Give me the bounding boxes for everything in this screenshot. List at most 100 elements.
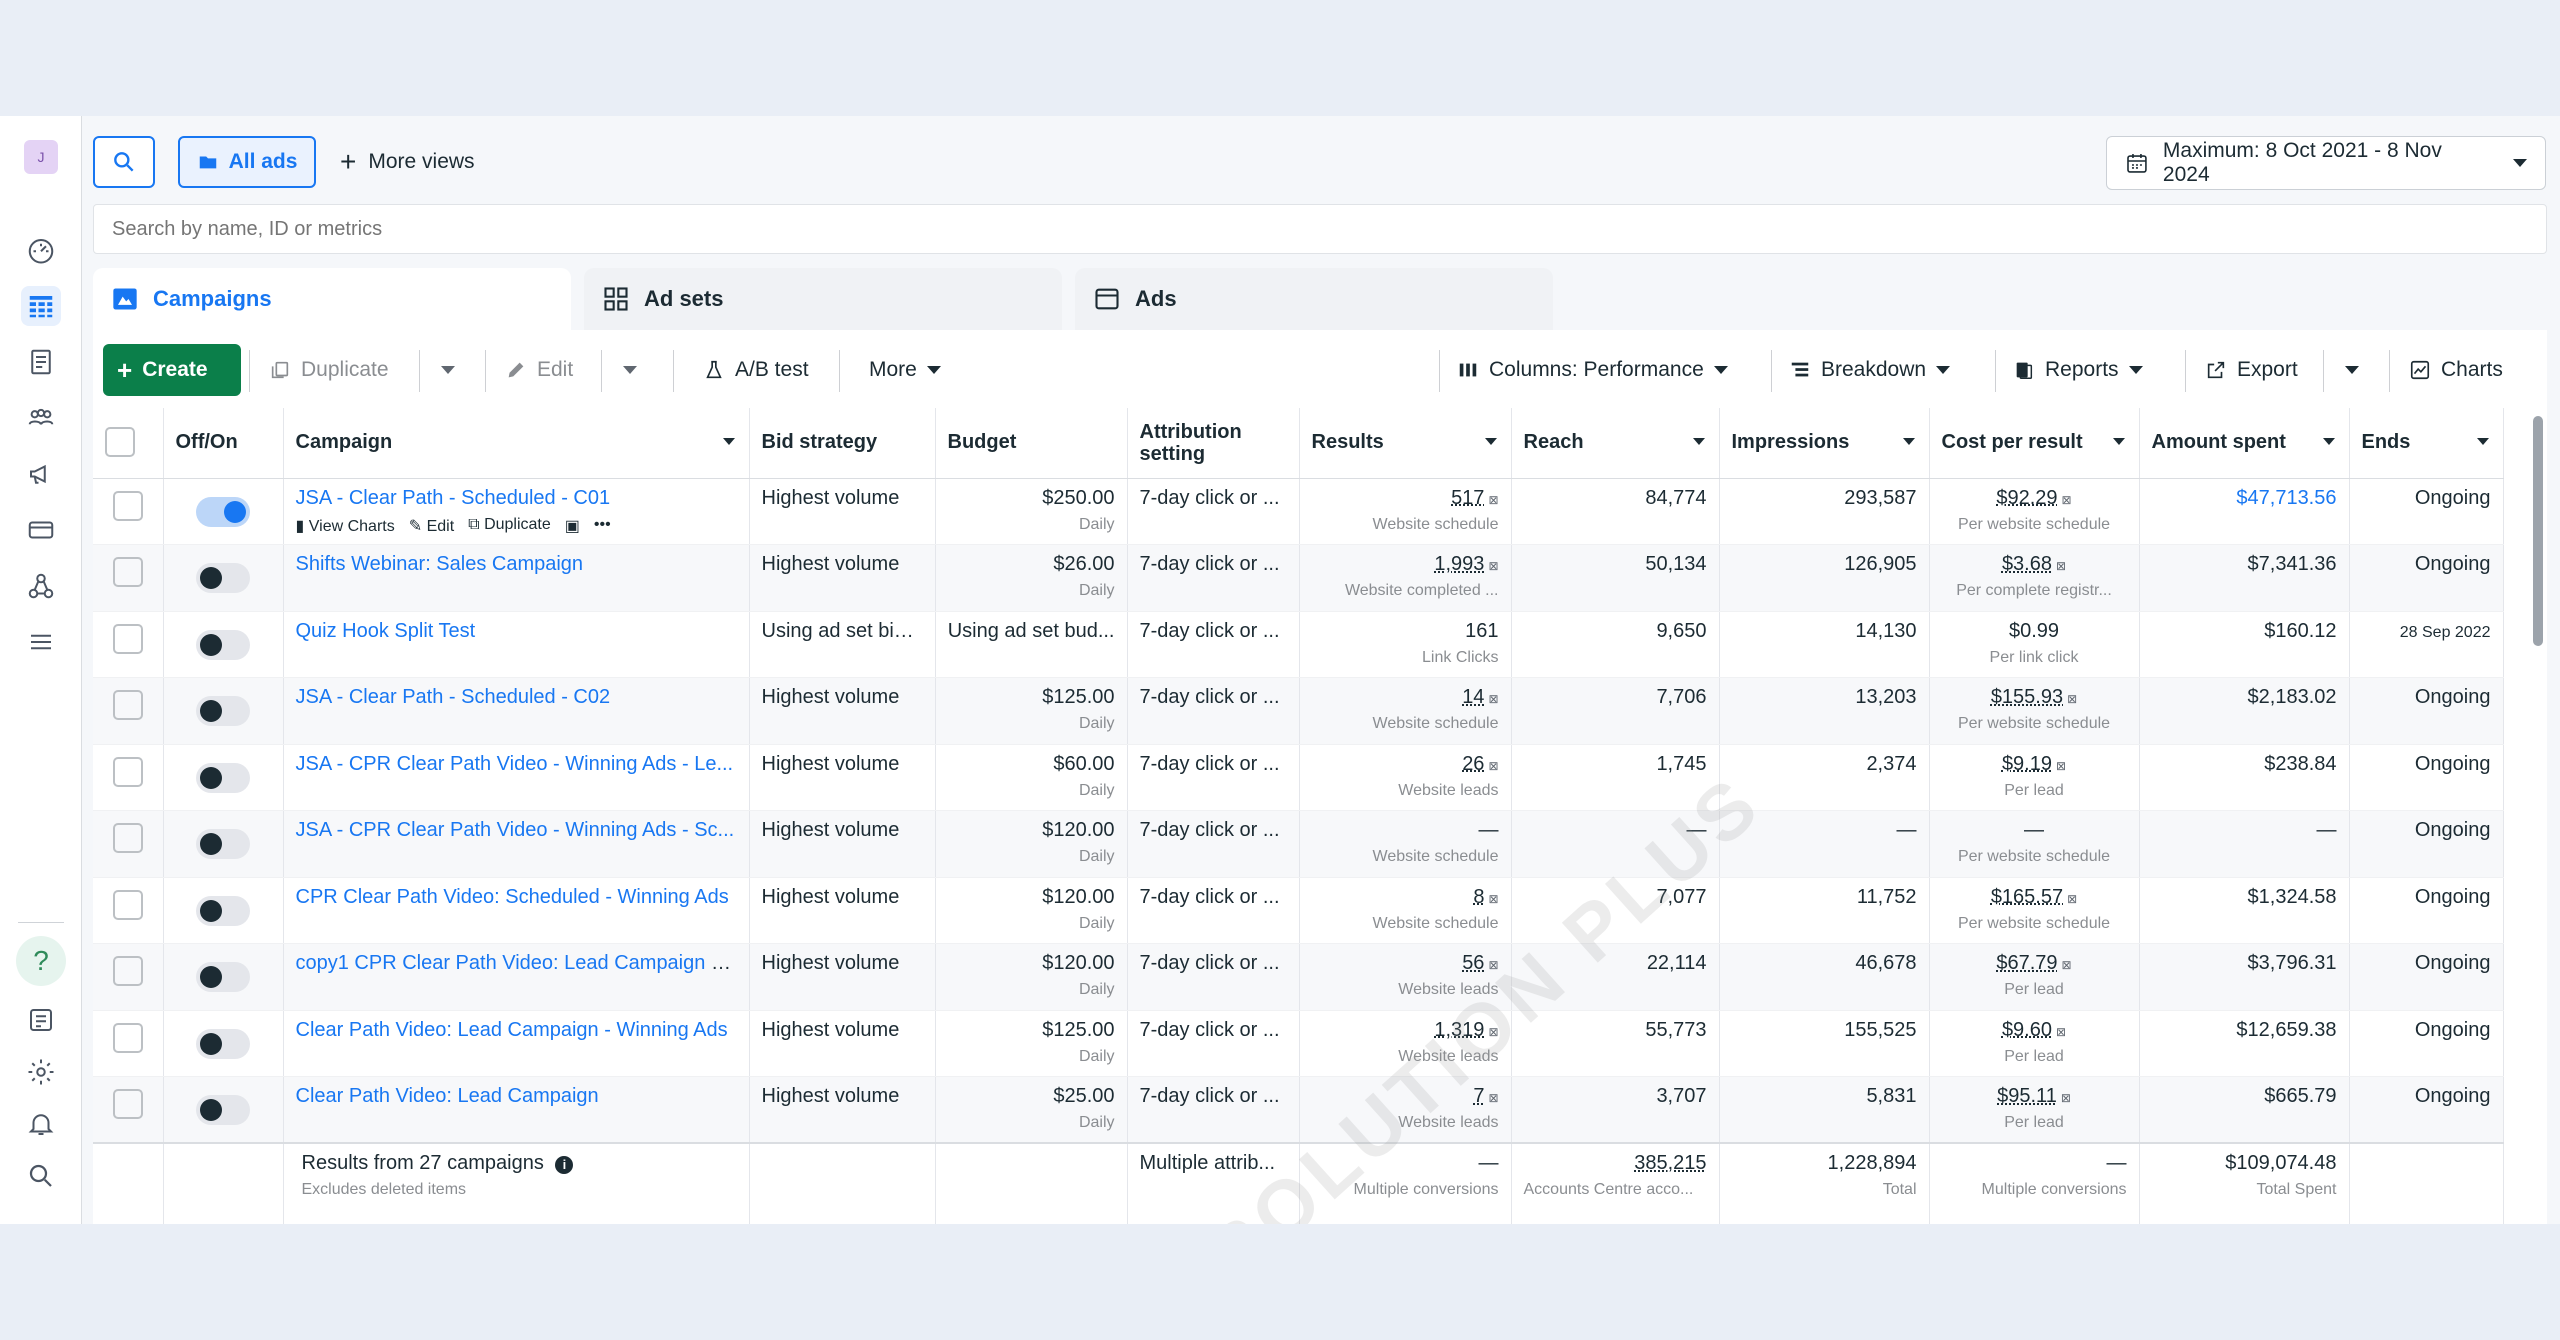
- chevron-down-icon[interactable]: [1484, 438, 1497, 445]
- campaign-name-link[interactable]: copy1 CPR Clear Path Video: Lead Campaig…: [295, 952, 740, 974]
- totals-reach-value[interactable]: 385,215: [1634, 1152, 1707, 1174]
- chevron-down-icon[interactable]: [1902, 438, 1915, 445]
- row-checkbox[interactable]: [112, 690, 143, 720]
- campaign-name-link[interactable]: JSA - Clear Path - Scheduled - C01: [295, 486, 611, 509]
- campaign-toggle[interactable]: [196, 762, 250, 793]
- cpr-value[interactable]: $3.68: [2001, 553, 2052, 575]
- campaign-name-link[interactable]: JSA - Clear Path - Scheduled - C02: [295, 686, 611, 708]
- chevron-down-icon[interactable]: [2322, 438, 2335, 445]
- billing-icon[interactable]: [21, 510, 61, 550]
- table-icon[interactable]: [21, 286, 61, 326]
- audience-icon[interactable]: [21, 398, 61, 438]
- results-value[interactable]: 56: [1462, 952, 1485, 974]
- chevron-down-icon[interactable]: [1692, 438, 1705, 445]
- tab-ads[interactable]: Ads: [1075, 268, 1553, 330]
- header-results[interactable]: Results: [1299, 408, 1512, 479]
- megaphone-icon[interactable]: [21, 454, 61, 494]
- row-checkbox[interactable]: [112, 1089, 143, 1119]
- edit-button[interactable]: Edit: [491, 344, 587, 396]
- all-ads-button[interactable]: All ads: [178, 136, 316, 188]
- table-row[interactable]: Clear Path Video: Lead Campaign - Winnin…: [93, 1010, 2504, 1077]
- table-row[interactable]: Shifts Webinar: Sales Campaign Highest v…: [93, 544, 2504, 612]
- campaign-toggle[interactable]: [196, 629, 250, 660]
- row-checkbox[interactable]: [112, 889, 143, 920]
- results-value[interactable]: 517: [1451, 486, 1485, 509]
- row-checkbox[interactable]: [112, 756, 143, 787]
- more-options-icon[interactable]: •••: [593, 515, 611, 533]
- date-range-picker[interactable]: Maximum: 8 Oct 2021 - 8 Nov 2024: [2106, 136, 2546, 190]
- header-attribution[interactable]: Attribution setting: [1127, 408, 1300, 479]
- edit-dropdown[interactable]: [607, 344, 653, 396]
- tab-campaigns[interactable]: Campaigns: [93, 268, 571, 330]
- campaign-toggle[interactable]: [196, 696, 250, 726]
- table-row[interactable]: copy1 CPR Clear Path Video: Lead Campaig…: [93, 943, 2504, 1011]
- table-row[interactable]: JSA - Clear Path - Scheduled - C01 ▮ Vie…: [93, 478, 2504, 545]
- more-button[interactable]: More: [855, 344, 955, 396]
- ab-test-button[interactable]: A/B test: [689, 344, 823, 396]
- campaign-name-link[interactable]: Shifts Webinar: Sales Campaign: [295, 553, 584, 575]
- pages-icon[interactable]: [21, 342, 61, 382]
- export-button[interactable]: Export: [2191, 344, 2312, 396]
- campaign-name-link[interactable]: JSA - CPR Clear Path Video - Winning Ads…: [295, 819, 735, 841]
- cpr-value[interactable]: $9.19: [2001, 752, 2052, 775]
- campaign-name-link[interactable]: Quiz Hook Split Test: [295, 619, 476, 642]
- duplicate-button[interactable]: Duplicate: [255, 344, 403, 396]
- campaign-toggle[interactable]: [196, 1028, 250, 1059]
- results-value[interactable]: 14: [1462, 686, 1485, 708]
- header-impressions[interactable]: Impressions: [1719, 408, 1930, 479]
- header-cost-per-result[interactable]: Cost per result: [1929, 408, 2140, 479]
- row-checkbox[interactable]: [112, 1022, 143, 1053]
- campaign-name-link[interactable]: JSA - CPR Clear Path Video - Winning Ads…: [295, 752, 734, 775]
- table-row[interactable]: JSA - CPR Clear Path Video - Winning Ads…: [93, 744, 2504, 811]
- duplicate-action[interactable]: ⧉ Duplicate: [468, 516, 551, 536]
- help-icon[interactable]: ?: [16, 936, 66, 986]
- row-checkbox[interactable]: [112, 956, 143, 986]
- menu-icon[interactable]: [21, 622, 61, 662]
- pin-icon[interactable]: ▣: [564, 517, 580, 535]
- campaign-toggle[interactable]: [196, 829, 250, 859]
- row-checkbox[interactable]: [112, 623, 143, 654]
- create-button[interactable]: + Create: [103, 344, 241, 396]
- charts-button[interactable]: Charts: [2395, 344, 2517, 396]
- table-row[interactable]: Quiz Hook Split Test Using ad set bid ..…: [93, 611, 2504, 678]
- duplicate-dropdown[interactable]: [425, 344, 471, 396]
- campaign-toggle[interactable]: [196, 1095, 250, 1125]
- header-amount-spent[interactable]: Amount spent: [2139, 408, 2350, 479]
- cpr-value[interactable]: $67.79: [1996, 952, 2058, 974]
- header-campaign[interactable]: Campaign: [283, 408, 750, 479]
- campaign-name-link[interactable]: Clear Path Video: Lead Campaign: [295, 1085, 599, 1107]
- account-avatar[interactable]: J: [24, 140, 58, 174]
- row-checkbox[interactable]: [112, 557, 143, 587]
- chevron-down-icon[interactable]: [2476, 438, 2489, 445]
- view-charts-action[interactable]: ▮ View Charts: [296, 516, 395, 536]
- header-offon[interactable]: Off/On: [163, 408, 284, 479]
- notes-icon[interactable]: [21, 1000, 61, 1040]
- campaign-toggle[interactable]: [196, 563, 250, 593]
- tab-ad-sets[interactable]: Ad sets: [584, 268, 1062, 330]
- search-button[interactable]: [93, 136, 155, 188]
- chevron-down-icon[interactable]: [2112, 438, 2125, 445]
- row-checkbox[interactable]: [112, 490, 143, 521]
- columns-button[interactable]: Columns: Performance: [1443, 344, 1742, 396]
- results-value[interactable]: 1,993: [1434, 553, 1485, 575]
- settings-icon[interactable]: [21, 1052, 61, 1092]
- results-value[interactable]: 1,319: [1434, 1018, 1485, 1041]
- table-row[interactable]: JSA - Clear Path - Scheduled - C02 Highe…: [93, 677, 2504, 745]
- cpr-value[interactable]: $165.57: [1990, 885, 2064, 908]
- select-all-checkbox[interactable]: [105, 426, 135, 457]
- info-icon[interactable]: i: [555, 1156, 574, 1174]
- network-icon[interactable]: [21, 566, 61, 606]
- dashboard-icon[interactable]: [21, 230, 61, 270]
- table-row[interactable]: CPR Clear Path Video: Scheduled - Winnin…: [93, 877, 2504, 944]
- results-value[interactable]: 8: [1473, 885, 1485, 908]
- table-row[interactable]: JSA - CPR Clear Path Video - Winning Ads…: [93, 810, 2504, 878]
- campaign-toggle[interactable]: [196, 962, 250, 992]
- table-row[interactable]: Clear Path Video: Lead Campaign Highest …: [93, 1076, 2504, 1144]
- export-dropdown[interactable]: [2329, 344, 2375, 396]
- breakdown-button[interactable]: Breakdown: [1775, 344, 1964, 396]
- bell-icon[interactable]: [21, 1104, 61, 1144]
- chevron-down-icon[interactable]: [722, 438, 735, 445]
- header-reach[interactable]: Reach: [1511, 408, 1720, 479]
- cpr-value[interactable]: $155.93: [1990, 686, 2064, 708]
- campaign-toggle[interactable]: [196, 895, 250, 926]
